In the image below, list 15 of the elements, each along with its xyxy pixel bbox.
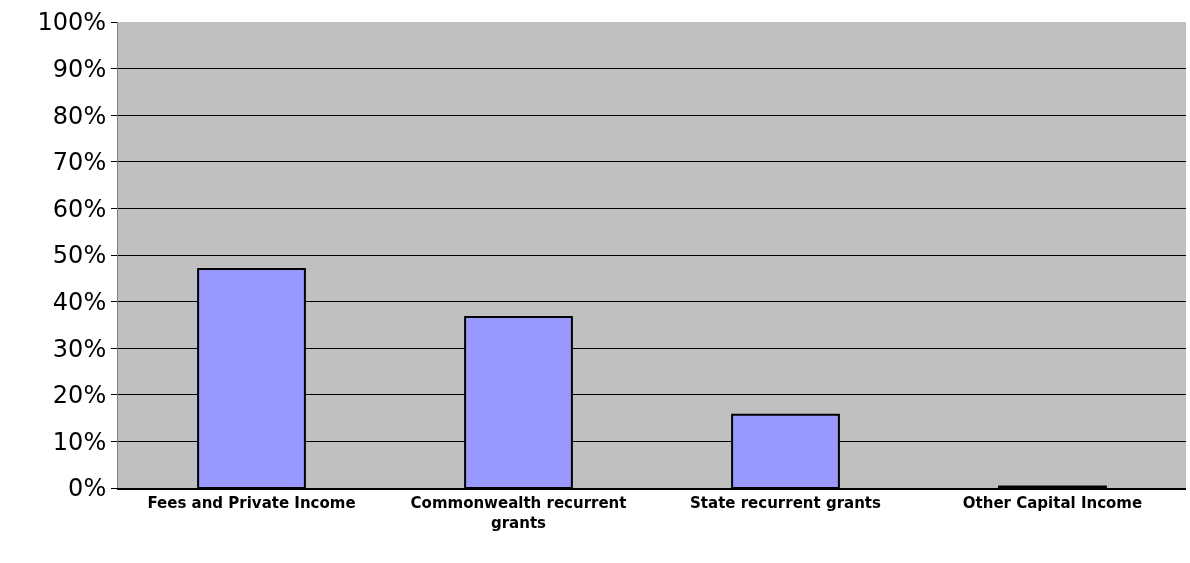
y-tick-label: 100%	[37, 8, 107, 37]
y-tick-label: 30%	[52, 334, 107, 363]
y-tick-label: 50%	[52, 241, 107, 270]
y-tick-label: 80%	[52, 101, 107, 130]
y-tick-label: 70%	[52, 148, 107, 177]
x-tick-label: Other Capital Income	[962, 494, 1143, 512]
x-tick-label: Fees and Private Income	[147, 494, 356, 512]
y-tick-label: 20%	[52, 381, 107, 410]
y-tick-label: 40%	[52, 288, 107, 316]
x-tick-label: Commonwealth recurrent grants	[410, 494, 627, 532]
y-tick-label: 90%	[52, 55, 107, 83]
y-tick-label: 10%	[52, 427, 107, 456]
y-tick-label: 60%	[52, 194, 107, 223]
y-tick-label: 0%	[68, 474, 107, 503]
x-tick-label: State recurrent grants	[690, 494, 881, 512]
